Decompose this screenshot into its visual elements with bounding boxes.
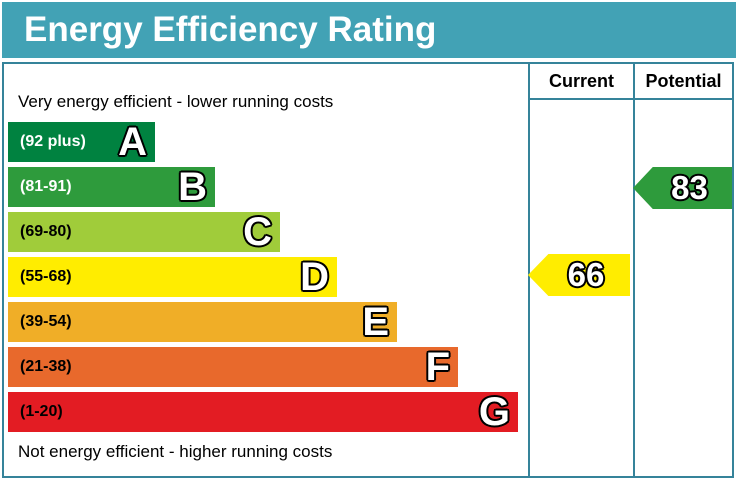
- band-a: (92 plus) A: [8, 122, 155, 162]
- band-f-letter: F: [425, 345, 450, 389]
- band-g-range: (1-20): [20, 403, 63, 420]
- band-d-range: (55-68): [20, 268, 72, 285]
- band-a-letter: A: [118, 120, 147, 164]
- band-f-range: (21-38): [20, 358, 72, 375]
- band-e: (39-54) E: [8, 302, 397, 342]
- band-a-range: (92 plus): [20, 133, 86, 150]
- title-bar: Energy Efficiency Rating: [2, 2, 736, 58]
- table-divider-left: [528, 64, 530, 476]
- caption-bottom: Not energy efficient - higher running co…: [18, 442, 333, 461]
- page-title: Energy Efficiency Rating: [24, 10, 437, 49]
- band-g: (1-20) G: [8, 392, 518, 432]
- caption-top: Very energy efficient - lower running co…: [18, 92, 334, 111]
- current-value: 66: [567, 256, 605, 293]
- band-c-range: (69-80): [20, 223, 72, 240]
- band-g-letter: G: [478, 390, 510, 434]
- potential-value: 83: [671, 169, 708, 206]
- column-header-potential: Potential: [645, 71, 722, 91]
- table-header-underline: [528, 98, 732, 100]
- band-c: (69-80) C: [8, 212, 280, 252]
- current-arrow: 66: [528, 254, 630, 296]
- band-e-letter: E: [362, 300, 389, 344]
- column-header-current: Current: [548, 71, 614, 91]
- potential-arrow: 83: [633, 167, 732, 209]
- band-c-letter: C: [243, 210, 272, 254]
- band-e-range: (39-54): [20, 313, 72, 330]
- band-d-letter: D: [300, 255, 329, 299]
- table-divider-right: [633, 64, 635, 476]
- band-d: (55-68) D: [8, 257, 337, 297]
- chart-body: Very energy efficient - lower running co…: [2, 62, 734, 478]
- band-f: (21-38) F: [8, 347, 458, 387]
- band-b: (81-91) B: [8, 167, 215, 207]
- band-b-letter: B: [178, 165, 207, 209]
- band-b-range: (81-91): [20, 178, 72, 195]
